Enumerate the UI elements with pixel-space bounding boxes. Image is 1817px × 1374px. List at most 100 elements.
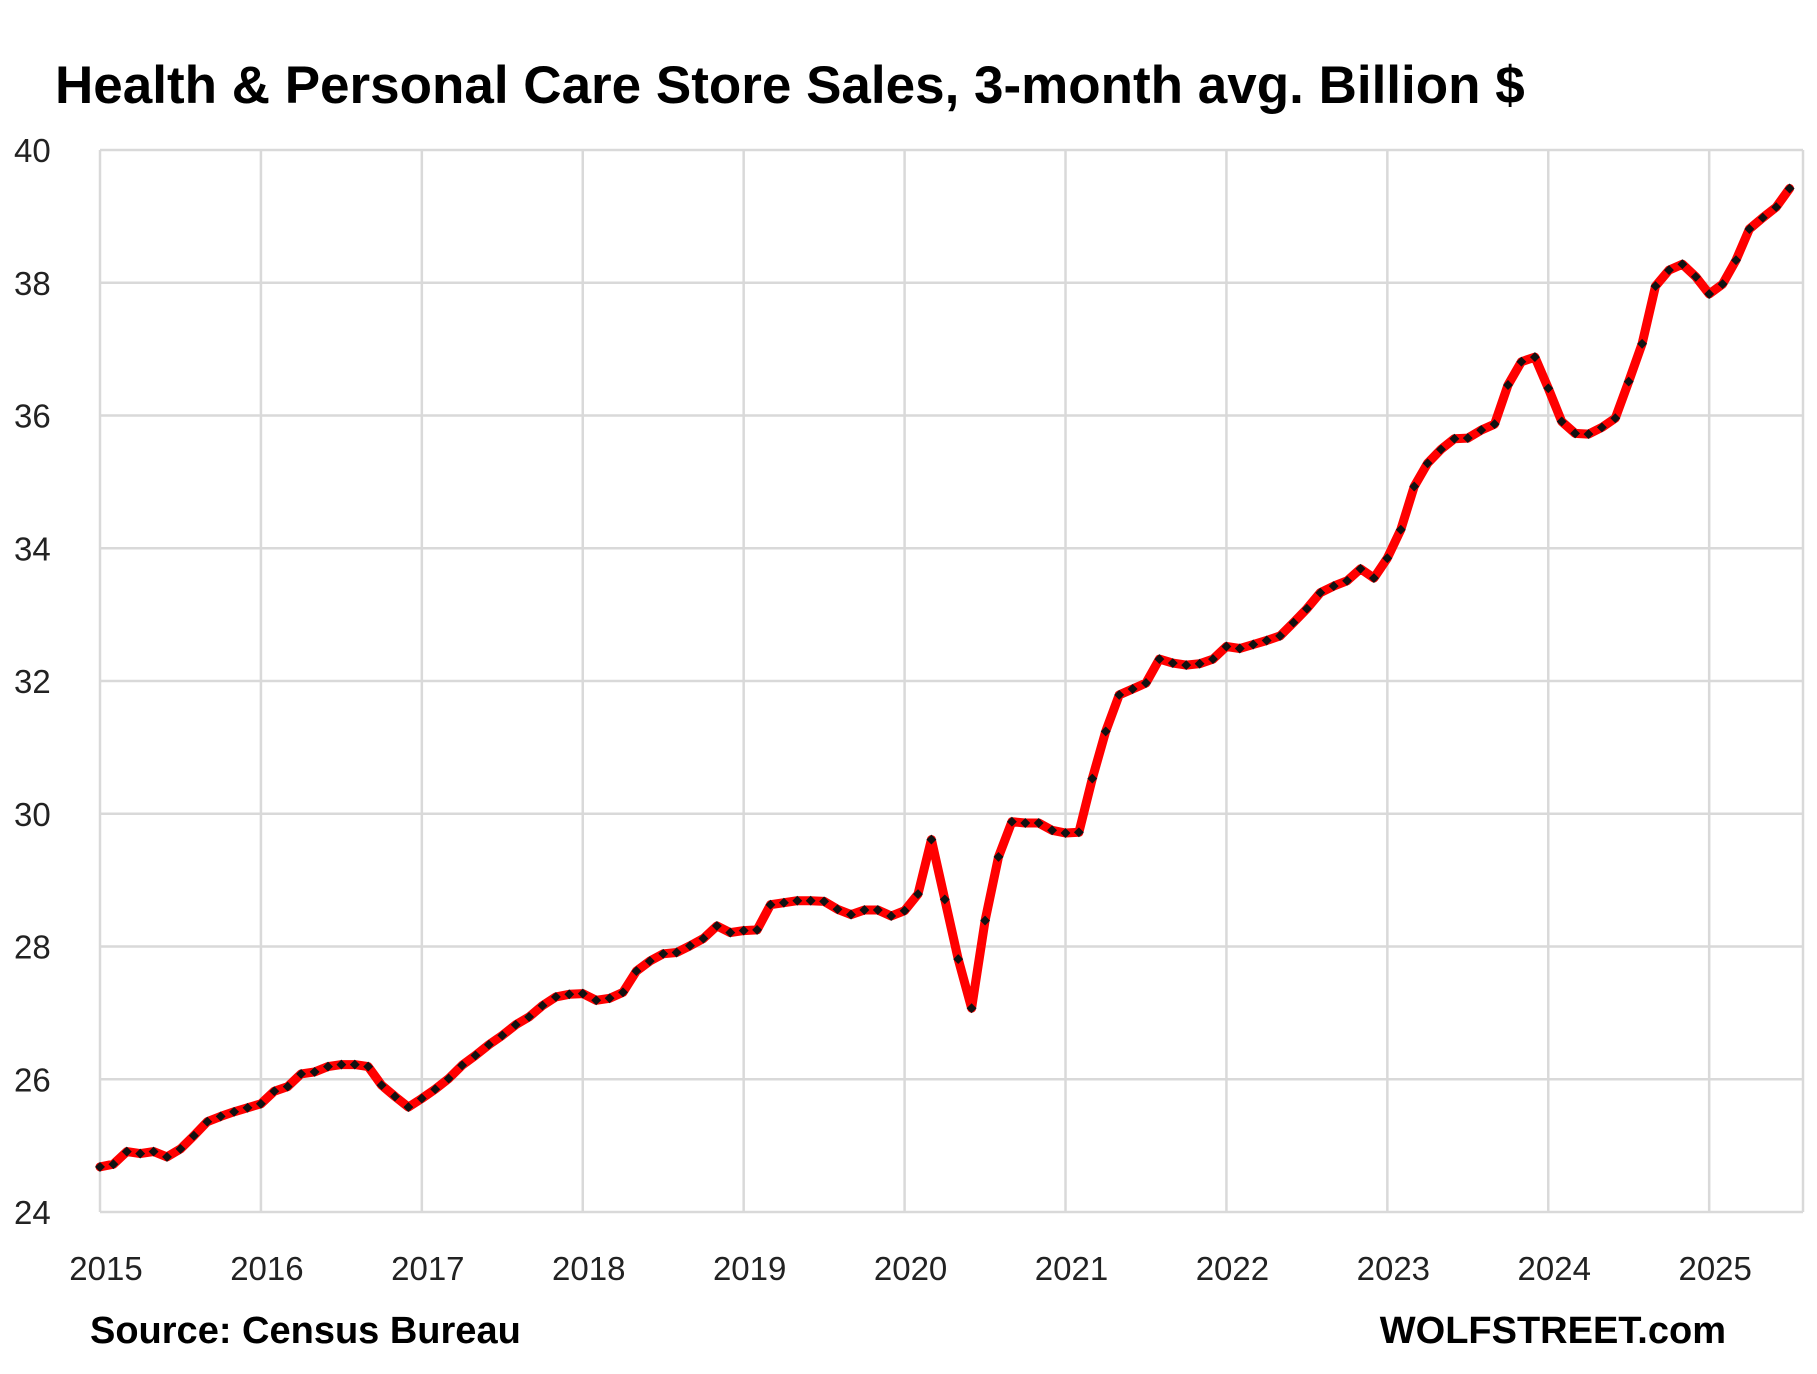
data-point bbox=[1020, 818, 1031, 828]
data-point bbox=[1489, 419, 1500, 430]
data-point bbox=[1141, 678, 1151, 688]
data-point bbox=[1261, 635, 1272, 646]
data-point bbox=[765, 899, 776, 910]
data-point bbox=[510, 1019, 521, 1030]
data-point bbox=[1690, 271, 1701, 282]
data-point bbox=[671, 947, 682, 958]
data-point bbox=[1717, 279, 1728, 290]
data-point bbox=[980, 915, 991, 926]
y-tick-label: 30 bbox=[14, 796, 51, 833]
data-point bbox=[738, 925, 749, 936]
data-point bbox=[698, 933, 709, 944]
data-point bbox=[323, 1061, 333, 1072]
data-point bbox=[430, 1084, 441, 1095]
y-tick-label: 32 bbox=[14, 663, 51, 700]
data-point bbox=[1288, 617, 1299, 628]
data-point bbox=[296, 1068, 307, 1079]
data-point bbox=[1342, 575, 1353, 586]
data-point bbox=[1476, 425, 1487, 436]
data-point bbox=[349, 1059, 360, 1070]
data-point bbox=[604, 993, 615, 1004]
data-point bbox=[1087, 773, 1098, 784]
data-point bbox=[1436, 444, 1446, 455]
data-point bbox=[752, 924, 763, 935]
data-point bbox=[1422, 458, 1433, 469]
data-point bbox=[483, 1039, 494, 1050]
data-point bbox=[1650, 281, 1661, 292]
data-point bbox=[1784, 183, 1795, 194]
data-point bbox=[618, 987, 628, 998]
y-tick-label: 36 bbox=[14, 398, 51, 435]
data-point bbox=[644, 956, 655, 967]
data-point bbox=[1221, 641, 1232, 652]
y-axis-tick-labels: 24 26 28 30 32 34 36 38 40 bbox=[14, 132, 51, 1231]
data-point bbox=[1100, 726, 1111, 737]
data-point bbox=[1757, 212, 1768, 223]
data-point bbox=[966, 1003, 977, 1014]
data-point bbox=[229, 1106, 240, 1117]
data-point bbox=[805, 895, 816, 906]
data-point bbox=[550, 991, 561, 1002]
data-point bbox=[376, 1080, 387, 1091]
data-point bbox=[390, 1091, 400, 1102]
data-point bbox=[1731, 255, 1741, 266]
data-point bbox=[1529, 352, 1540, 363]
data-point bbox=[309, 1066, 320, 1077]
data-point bbox=[1637, 338, 1648, 349]
y-tick-label: 24 bbox=[14, 1194, 51, 1231]
data-point bbox=[926, 834, 937, 845]
data-point bbox=[336, 1059, 347, 1070]
data-point bbox=[1194, 658, 1205, 669]
data-point bbox=[403, 1102, 414, 1113]
data-point bbox=[1664, 265, 1674, 276]
data-point bbox=[1596, 422, 1607, 433]
data-point bbox=[1167, 658, 1178, 669]
data-point bbox=[457, 1060, 468, 1071]
data-point bbox=[939, 894, 950, 905]
data-point bbox=[1610, 413, 1621, 424]
x-tick-label: 2025 bbox=[1678, 1250, 1751, 1287]
data-point bbox=[1543, 383, 1554, 394]
data-point bbox=[913, 889, 923, 900]
data-point bbox=[1368, 573, 1379, 584]
data-point bbox=[1744, 224, 1755, 234]
data-point bbox=[899, 905, 910, 916]
data-point bbox=[859, 905, 870, 915]
data-point bbox=[1704, 289, 1715, 299]
data-point bbox=[1449, 433, 1460, 444]
data-point bbox=[121, 1146, 132, 1157]
source-label: Source: Census Bureau bbox=[90, 1310, 521, 1352]
data-point bbox=[577, 988, 588, 999]
data-point bbox=[1328, 581, 1339, 592]
data-point bbox=[1583, 429, 1594, 440]
data-point bbox=[363, 1061, 374, 1072]
x-tick-label: 2020 bbox=[874, 1250, 947, 1287]
data-point bbox=[1127, 684, 1138, 694]
data-point bbox=[443, 1073, 454, 1084]
data-point bbox=[497, 1030, 508, 1041]
data-point bbox=[872, 905, 883, 915]
data-point bbox=[108, 1159, 119, 1170]
data-point bbox=[591, 995, 602, 1006]
x-axis-tick-labels: 2015 2016 2017 2018 2019 2020 2021 2022 2023 2024… bbox=[69, 1250, 1752, 1287]
data-point bbox=[993, 851, 1004, 862]
x-tick-label: 2015 bbox=[69, 1250, 142, 1287]
data-point bbox=[564, 989, 575, 1000]
data-point bbox=[1301, 603, 1312, 614]
data-point bbox=[1355, 563, 1366, 574]
data-point bbox=[792, 895, 803, 906]
chart-title: Health & Personal Care Store Sales, 3-mo… bbox=[55, 56, 1525, 115]
data-point bbox=[242, 1102, 253, 1113]
data-point bbox=[1154, 654, 1165, 665]
data-point bbox=[175, 1143, 186, 1154]
data-point bbox=[1395, 524, 1406, 535]
data-point bbox=[846, 909, 856, 920]
series-layer bbox=[95, 183, 1795, 1172]
data-point bbox=[886, 911, 897, 921]
data-point bbox=[1556, 416, 1567, 427]
data-point bbox=[1275, 630, 1286, 641]
y-tick-label: 26 bbox=[14, 1061, 51, 1098]
data-point bbox=[778, 897, 789, 908]
data-point bbox=[1073, 827, 1084, 838]
